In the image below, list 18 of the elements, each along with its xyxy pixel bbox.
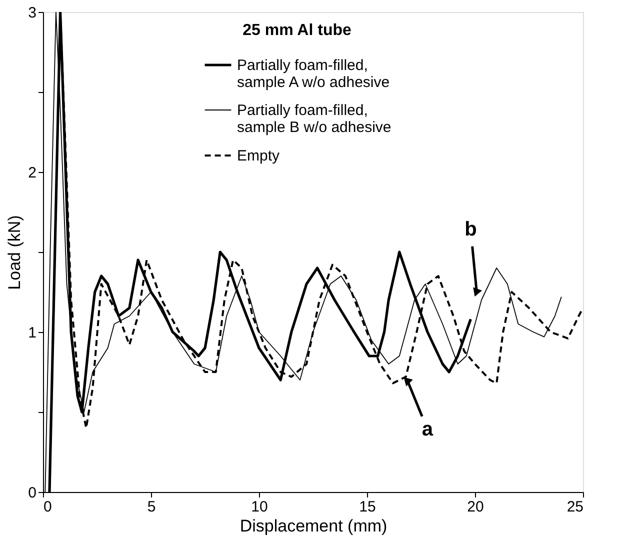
x-tick-label: 10 [251, 498, 268, 516]
legend-label: Partially foam-filled, sample B w/o adhesive [237, 102, 392, 136]
y-tick-label: 2 [28, 164, 36, 182]
x-axis-title: Displacement (mm) [240, 516, 388, 536]
annotation: b [464, 218, 477, 241]
x-tick-label: 15 [359, 498, 376, 516]
y-tick-label: 1 [28, 324, 36, 342]
y-axis-title: Load (kN) [5, 215, 24, 290]
x-tick-label: 20 [467, 498, 484, 516]
x-tick-label: 25 [566, 498, 584, 516]
x-tick-label: 0 [44, 498, 52, 516]
y-tick-label: 3 [28, 4, 36, 22]
legend-label: Partially foam-filled, sample A w/o adhesive [237, 57, 390, 91]
legend-label: Empty [237, 148, 280, 164]
legend-title: 25 mm Al tube [242, 22, 352, 39]
x-tick-label: 5 [147, 498, 156, 516]
y-tick-label: 0 [28, 484, 36, 502]
annotation: a [422, 418, 434, 441]
